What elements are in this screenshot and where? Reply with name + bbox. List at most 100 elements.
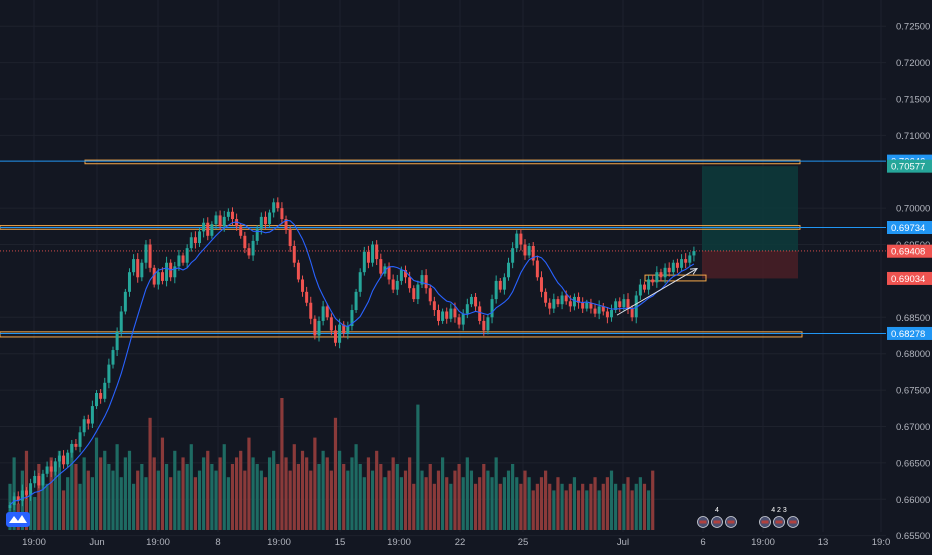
candle-body xyxy=(618,301,622,308)
candle-body xyxy=(206,222,210,236)
volume-bar xyxy=(473,483,478,530)
candle-body xyxy=(193,237,197,244)
volume-bar xyxy=(197,470,202,530)
candle-body xyxy=(350,310,354,327)
volume-bar xyxy=(609,470,614,530)
economic-events[interactable]: 4 4 2 3 xyxy=(697,507,799,528)
volume-bar xyxy=(548,483,552,530)
volume-bar xyxy=(284,457,288,530)
volume-bar xyxy=(424,477,428,530)
candle-body xyxy=(259,216,263,229)
volume-bar xyxy=(395,464,399,530)
price-axis-tick-label: 0.67500 xyxy=(896,386,930,397)
volume-bar xyxy=(420,470,424,530)
candle-body xyxy=(37,475,41,486)
flag-stripe-icon xyxy=(727,520,735,524)
volume-bar xyxy=(309,470,313,530)
stop-loss-zone[interactable] xyxy=(702,250,798,279)
volume-bar xyxy=(300,450,305,530)
volume-bar xyxy=(457,464,461,530)
candle-body xyxy=(354,291,358,311)
price-tag-label: 0.69034 xyxy=(891,274,925,285)
volume-bar xyxy=(45,483,49,530)
candle-body xyxy=(268,212,272,225)
volume-bar xyxy=(259,470,263,530)
volume-bar xyxy=(276,464,280,530)
candle-body xyxy=(152,267,156,285)
candle-body xyxy=(614,301,618,311)
candle-body xyxy=(198,231,202,244)
volume-bar xyxy=(647,490,651,530)
price-axis-tick-label: 0.70000 xyxy=(896,204,930,215)
trend-arrow-shaft[interactable] xyxy=(616,268,698,316)
volume-bar xyxy=(651,470,655,530)
sr-zone-rectangle[interactable] xyxy=(84,159,801,165)
candle-body xyxy=(391,279,395,290)
volume-bar xyxy=(498,483,502,530)
trend-arrow-head[interactable] xyxy=(689,267,698,275)
price-axis-tick-label: 0.72000 xyxy=(896,58,930,69)
volume-bar xyxy=(321,450,325,530)
take-profit-zone[interactable] xyxy=(702,166,798,251)
candle-body xyxy=(210,224,214,236)
candle-body xyxy=(136,259,140,278)
candle-body xyxy=(123,291,127,312)
candle-body xyxy=(651,279,655,283)
volume-bar xyxy=(572,477,577,530)
logo-mountain-icon xyxy=(9,515,27,523)
candle-body xyxy=(474,296,478,307)
volume-bar xyxy=(214,470,218,530)
candle-body xyxy=(90,406,94,424)
candle-body xyxy=(469,296,473,305)
candle-body xyxy=(33,475,37,484)
volume-bar xyxy=(107,464,111,530)
volume-bar xyxy=(601,483,605,530)
candle-body xyxy=(346,326,350,334)
candle-body xyxy=(577,296,581,303)
candle-body xyxy=(230,211,234,220)
volume-bar xyxy=(144,477,148,530)
time-axis-tick-label: 19:00 xyxy=(387,537,411,548)
flag-stripe-icon xyxy=(699,520,707,524)
flag-stripe-icon xyxy=(713,520,721,524)
volume-bar xyxy=(206,450,210,530)
candle-body xyxy=(601,306,605,312)
volume-bar xyxy=(181,457,185,530)
volume-bar xyxy=(140,464,144,530)
trend-arrow[interactable] xyxy=(616,267,698,316)
candle-body xyxy=(371,244,375,263)
volume-bar xyxy=(416,404,420,530)
candle-body xyxy=(202,222,206,232)
volume-bar xyxy=(478,477,482,530)
volume-bar xyxy=(642,483,647,530)
volume-bar xyxy=(585,490,589,530)
volume-bar xyxy=(29,490,33,530)
event-count-label: 4 xyxy=(715,507,719,514)
long-position-tool[interactable] xyxy=(0,166,886,279)
candle-body xyxy=(638,284,642,296)
candle-body xyxy=(560,295,564,305)
candle-body xyxy=(342,324,346,334)
time-axis-tick-label: Jun xyxy=(89,537,104,548)
volume-bar xyxy=(189,444,193,530)
volume-bar xyxy=(465,457,469,530)
volume-bar xyxy=(305,457,309,530)
candle-body xyxy=(189,237,193,249)
time-axis[interactable]: 19:00 Jun 19:00 8 19:00 15 19:00 22 25 Jul 6 19:00 1… xyxy=(22,537,890,548)
candle-body xyxy=(680,259,684,268)
candle-body xyxy=(82,419,86,433)
volume-bar xyxy=(403,470,408,530)
volume-bar xyxy=(235,457,239,530)
candle-body xyxy=(111,350,115,365)
volume-bar xyxy=(589,483,593,530)
volume-bar xyxy=(280,398,284,530)
volume-bar xyxy=(338,450,342,530)
sr-zone-rectangle[interactable] xyxy=(0,331,803,338)
horizontal-lines[interactable] xyxy=(0,160,886,334)
candle-body xyxy=(527,245,531,256)
candle-body xyxy=(589,302,593,309)
candle-body xyxy=(41,473,45,486)
candle-body xyxy=(239,226,243,236)
